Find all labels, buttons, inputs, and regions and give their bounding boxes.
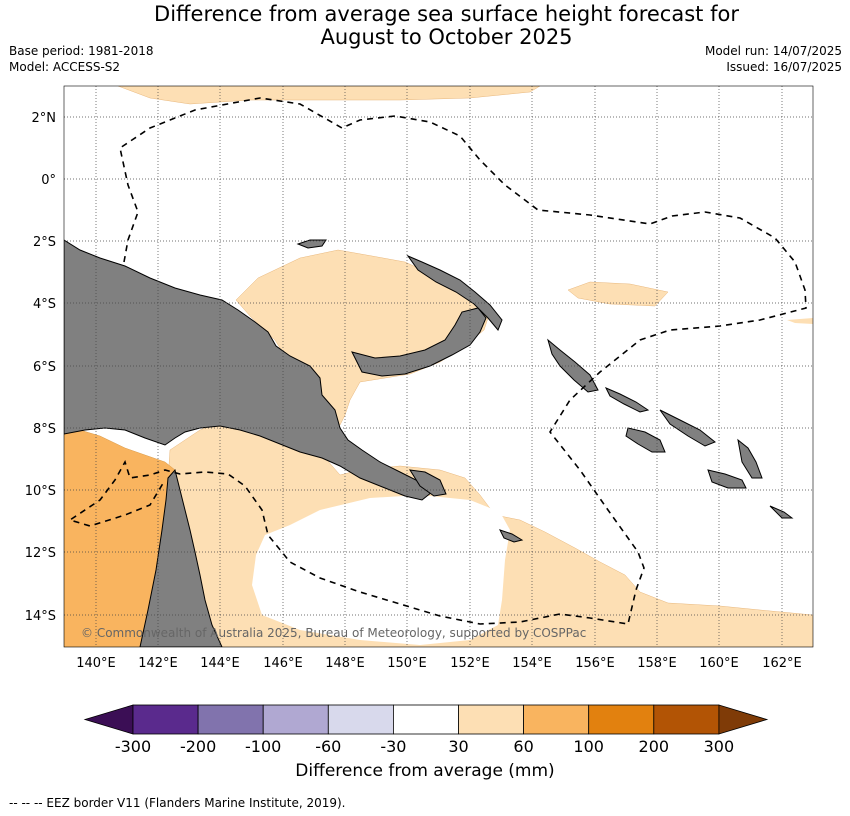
gridlines xyxy=(64,86,813,647)
colorbar-segment xyxy=(327,704,394,735)
colorbar-tick-label: 30 xyxy=(448,737,468,756)
colorbar-segment xyxy=(588,704,655,735)
colorbar-segment xyxy=(197,704,264,735)
anomaly-region-east xyxy=(567,281,669,307)
colorbar-tick-label: 300 xyxy=(704,737,735,756)
copyright-notice: © Commonwealth of Australia 2025, Bureau… xyxy=(81,626,586,640)
land-new-britain xyxy=(351,307,487,377)
land-malaita xyxy=(737,438,763,479)
issued-date: Issued: 16/07/2025 xyxy=(726,60,842,74)
eez-border xyxy=(68,97,807,625)
model-run: Model run: 14/07/2025 xyxy=(704,44,842,58)
latitude-labels: 2°N 0° 2°S 4°S 6°S 8°S 10°S 12°S 14°S xyxy=(25,111,56,624)
lon-label-148e: 148°E xyxy=(325,656,365,671)
base-period: Base period: 1981-2018 xyxy=(9,44,154,58)
colorbar-segment xyxy=(392,704,459,735)
lat-label-10s: 10°S xyxy=(25,484,56,499)
lat-label-8s: 8°S xyxy=(33,422,56,437)
meta-left: Base period: 1981-2018 Model: ACCESS-S2 xyxy=(9,43,154,75)
land-rennell xyxy=(769,505,794,519)
land-louisiades xyxy=(499,529,524,543)
colorbar-tick-label: 100 xyxy=(573,737,604,756)
colorbar-tick-label: -100 xyxy=(245,737,281,756)
lon-label-142e: 142°E xyxy=(138,656,178,671)
colorbar-title: Difference from average (mm) xyxy=(295,761,555,781)
land-new-ireland xyxy=(406,254,503,331)
lon-label-160e: 160°E xyxy=(699,656,739,671)
lat-label-2n: 2°N xyxy=(32,111,57,126)
colorbar-tick-label: -200 xyxy=(180,737,216,756)
lon-label-140e: 140°E xyxy=(76,656,116,671)
land-dentrecasteaux xyxy=(409,469,447,497)
map-plot-area xyxy=(64,86,813,647)
anomaly-region-north xyxy=(117,86,541,105)
lon-label-158e: 158°E xyxy=(637,656,677,671)
land-guadalcanal xyxy=(625,427,666,453)
colorbar-segment xyxy=(523,704,590,735)
eez-footnote: -- -- -- EEZ border V11 (Flanders Marine… xyxy=(9,796,346,810)
land-australia xyxy=(139,468,223,647)
lon-label-162e: 162°E xyxy=(762,656,802,671)
land-choiseul xyxy=(604,387,650,413)
lon-label-154e: 154°E xyxy=(512,656,552,671)
lat-label-12s: 12°S xyxy=(25,546,56,561)
lon-label-146e: 146°E xyxy=(263,656,303,671)
colorbar-segment xyxy=(458,704,524,735)
colorbar-tick-label: -30 xyxy=(380,737,406,756)
land-bougainville xyxy=(547,338,599,393)
lat-label-4s: 4°S xyxy=(33,297,56,312)
colorbar-segment xyxy=(132,704,199,735)
colorbar-segment xyxy=(262,704,329,735)
title-line-1: Difference from average sea surface heig… xyxy=(154,2,739,26)
lon-label-144e: 144°E xyxy=(200,656,240,671)
colorbar-tick-label: -60 xyxy=(315,737,341,756)
colorbar-tick-label: 200 xyxy=(639,737,670,756)
anomaly-gap-white xyxy=(252,495,510,645)
lon-label-152e: 152°E xyxy=(450,656,490,671)
lon-label-150e: 150°E xyxy=(387,656,427,671)
map-frame xyxy=(63,85,814,648)
colorbar-segment xyxy=(653,704,720,735)
title-line-2: August to October 2025 xyxy=(320,25,573,49)
land-makira xyxy=(707,469,747,489)
lon-label-156e: 156°E xyxy=(575,656,615,671)
meta-right: Model run: 14/07/2025 Issued: 16/07/2025 xyxy=(705,43,842,75)
colorbar: -300 -200 -100 -60 -30 30 60 100 200 300 xyxy=(83,704,769,756)
lat-label-0: 0° xyxy=(41,173,56,188)
colorbar-extend-high xyxy=(718,704,769,735)
lat-label-6s: 6°S xyxy=(33,360,56,375)
colorbar-tick-label: 60 xyxy=(513,737,533,756)
longitude-labels: 140°E 142°E 144°E 146°E 148°E 150°E 152°… xyxy=(76,656,802,671)
land-santa-isabel xyxy=(659,409,716,447)
chart-title: Difference from average sea surface heig… xyxy=(0,3,850,49)
lat-label-2s: 2°S xyxy=(33,235,56,250)
colorbar-extend-low xyxy=(83,704,134,735)
model-name: Model: ACCESS-S2 xyxy=(9,60,121,74)
anomaly-region-sliver xyxy=(787,318,813,324)
colorbar-tick-label: -300 xyxy=(115,737,151,756)
lat-label-14s: 14°S xyxy=(25,609,56,624)
